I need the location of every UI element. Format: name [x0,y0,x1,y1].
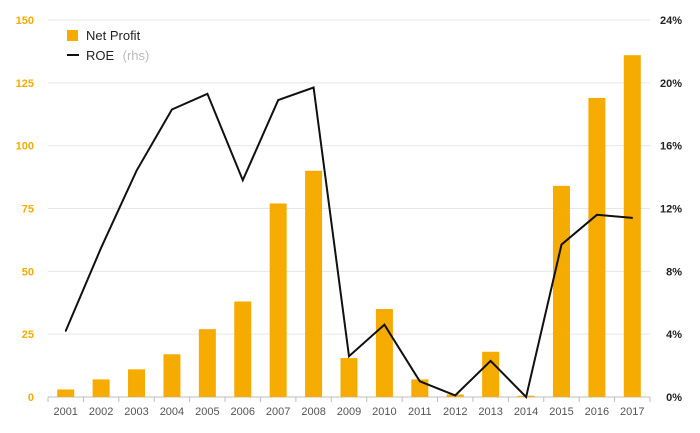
roe-point [206,93,209,95]
x-tick-label: 2007 [266,406,290,418]
bar-net-profit [163,354,181,397]
bar-net-profit [234,301,252,397]
roe-point [241,179,244,182]
roe-point [135,170,138,172]
roe-point [100,246,102,249]
x-tick-label: 2016 [585,406,609,418]
roe-point [277,99,279,101]
x-tick-label: 2001 [53,406,77,418]
x-tick-label: 2013 [478,406,502,418]
x-tick-label: 2014 [514,406,538,418]
x-axis: 2001 2002 2003 2004 2005 2006 2007 2008 2009 2010… [53,406,644,418]
bar-net-profit [623,55,641,397]
y-right-tick-label: 0% [666,392,682,404]
roe-point [348,355,350,357]
grid-lines [47,19,651,402]
x-tick-label: 2003 [124,406,148,418]
y-right-tick-label: 24% [660,15,682,27]
roe-point [525,396,527,398]
y-left-tick-label: 75 [22,204,34,216]
bar-net-profit [588,97,606,397]
y-left-tick-label: 25 [22,329,34,341]
roe-line-group [64,86,634,399]
y-left-tick-label: 125 [16,78,34,90]
y-left-tick-label: 150 [16,15,34,27]
y-right-tick-label: 4% [666,329,682,341]
roe-point [560,243,563,246]
x-tick-label: 2011 [408,406,432,418]
bar-net-profit [57,389,75,397]
y-right-tick-label: 16% [660,141,682,153]
y-right-tick-label: 8% [666,266,682,278]
bar-net-profit [92,379,110,397]
y-left-tick-label: 0 [28,392,34,404]
legend-label-roe-suffix: (rhs) [123,48,150,63]
legend: Net Profit ROE (rhs) [67,28,149,64]
y-left-tick-label: 50 [22,266,34,278]
roe-point [419,380,421,383]
bar-net-profit [269,203,287,397]
legend-label-roe: ROE (rhs) [86,47,149,64]
x-tick-label: 2017 [620,406,644,418]
x-tick-label: 2002 [89,406,113,418]
bar-net-profit [305,170,323,397]
roe-point [454,394,457,397]
legend-swatch-net-profit [67,30,78,41]
bar-net-profit [340,358,358,397]
y-left-tick-label: 100 [16,141,34,153]
legend-label-net-profit: Net Profit [86,28,141,43]
left-axis: 0 25 50 75 100 125 150 [16,15,34,404]
x-tick-label: 2010 [372,406,396,418]
roe-point [64,330,67,332]
legend-label-roe-name: ROE [86,48,115,63]
y-right-tick-label: 12% [660,204,682,216]
roe-point [489,360,492,362]
roe-point [383,323,386,326]
x-tick-label: 2006 [231,406,255,418]
bar-net-profit [128,369,146,397]
x-tick-label: 2009 [337,406,361,418]
roe-point [596,213,598,216]
x-tick-label: 2008 [301,406,325,418]
y-right-tick-label: 20% [660,78,682,90]
bar-net-profit [375,309,393,397]
roe-point [631,217,634,219]
roe-point [312,86,315,89]
x-tick-label: 2005 [195,406,219,418]
x-tick-label: 2015 [549,406,573,418]
net-profit-bars [57,55,641,397]
bar-net-profit [482,351,500,397]
bar-net-profit [552,185,570,397]
right-axis: 0% 4% 8% 12% 16% 20% 24% [660,15,682,404]
x-tick-label: 2012 [443,406,467,418]
bar-net-profit [198,329,216,397]
x-tick-label: 2004 [160,406,184,418]
roe-point [171,108,173,111]
roe-line [64,86,633,399]
